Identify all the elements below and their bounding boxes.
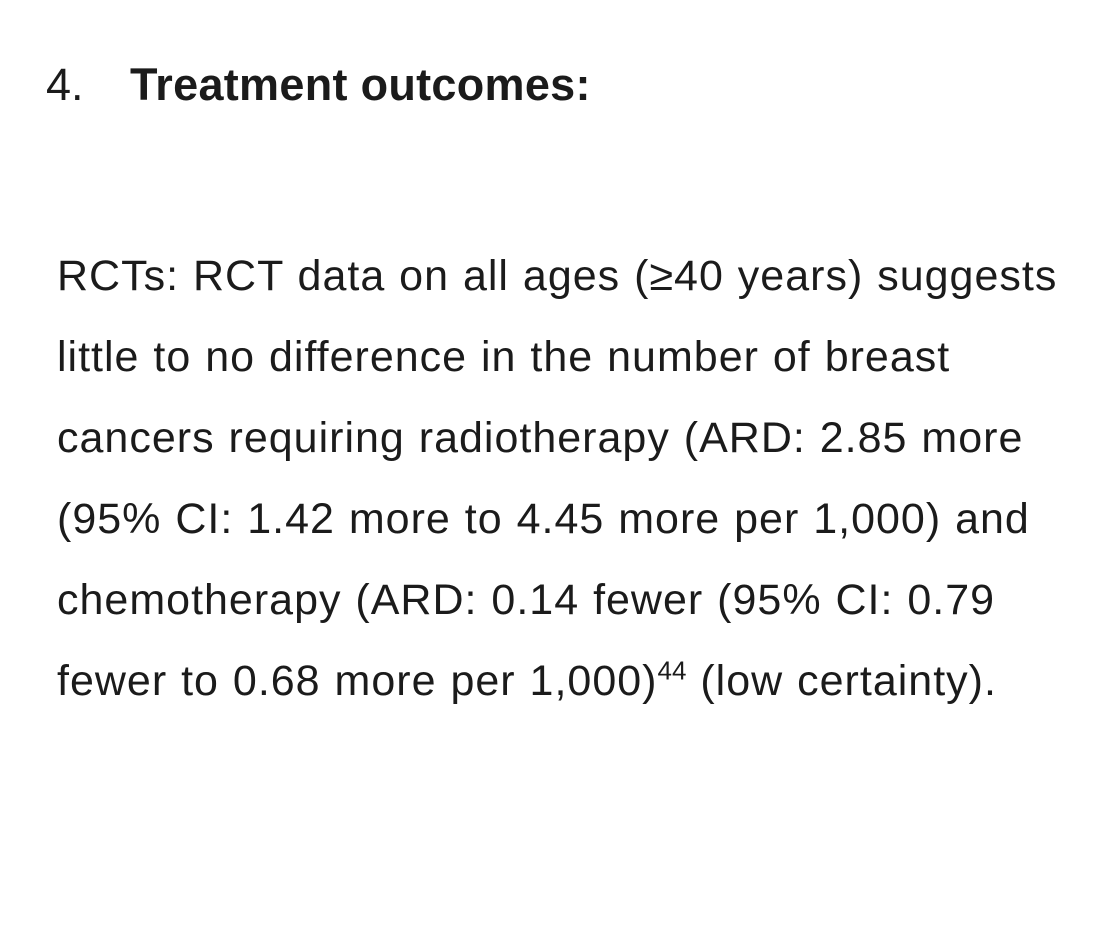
paragraph-text: RCTs: RCT data on all ages (≥40 years) s… [57,252,1058,705]
paragraph-text-continued: (low certainty). [686,657,997,705]
document-page: 4. Treatment outcomes: RCTs: RCT data on… [0,0,1102,722]
body-paragraph: RCTs: RCT data on all ages (≥40 years) s… [57,236,1059,722]
section-title: Treatment outcomes: [130,59,591,110]
list-item-heading: 4. Treatment outcomes: [0,0,1102,112]
list-item-number: 4. [46,59,84,110]
footnote-reference-superscript: 44 [657,655,687,686]
